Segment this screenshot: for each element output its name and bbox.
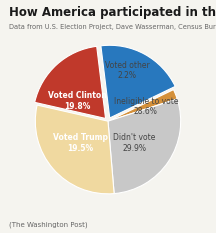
Text: Didn't vote
29.9%: Didn't vote 29.9% — [113, 133, 155, 153]
Wedge shape — [108, 90, 177, 121]
Wedge shape — [35, 46, 106, 118]
Text: Data from U.S. Election Project, Dave Wasserman, Census Bureau.: Data from U.S. Election Project, Dave Wa… — [9, 24, 216, 31]
Text: Ineligible to vote
28.6%: Ineligible to vote 28.6% — [114, 97, 178, 116]
Wedge shape — [35, 105, 114, 194]
Text: How America participated in the election: How America participated in the election — [9, 6, 216, 19]
Text: Voted other
2.2%: Voted other 2.2% — [105, 61, 149, 80]
Text: Voted Clinton
19.8%: Voted Clinton 19.8% — [48, 91, 107, 110]
Wedge shape — [101, 45, 175, 118]
Text: Voted Trump
19.5%: Voted Trump 19.5% — [53, 133, 108, 153]
Text: (The Washington Post): (The Washington Post) — [9, 221, 87, 228]
Wedge shape — [108, 99, 181, 194]
